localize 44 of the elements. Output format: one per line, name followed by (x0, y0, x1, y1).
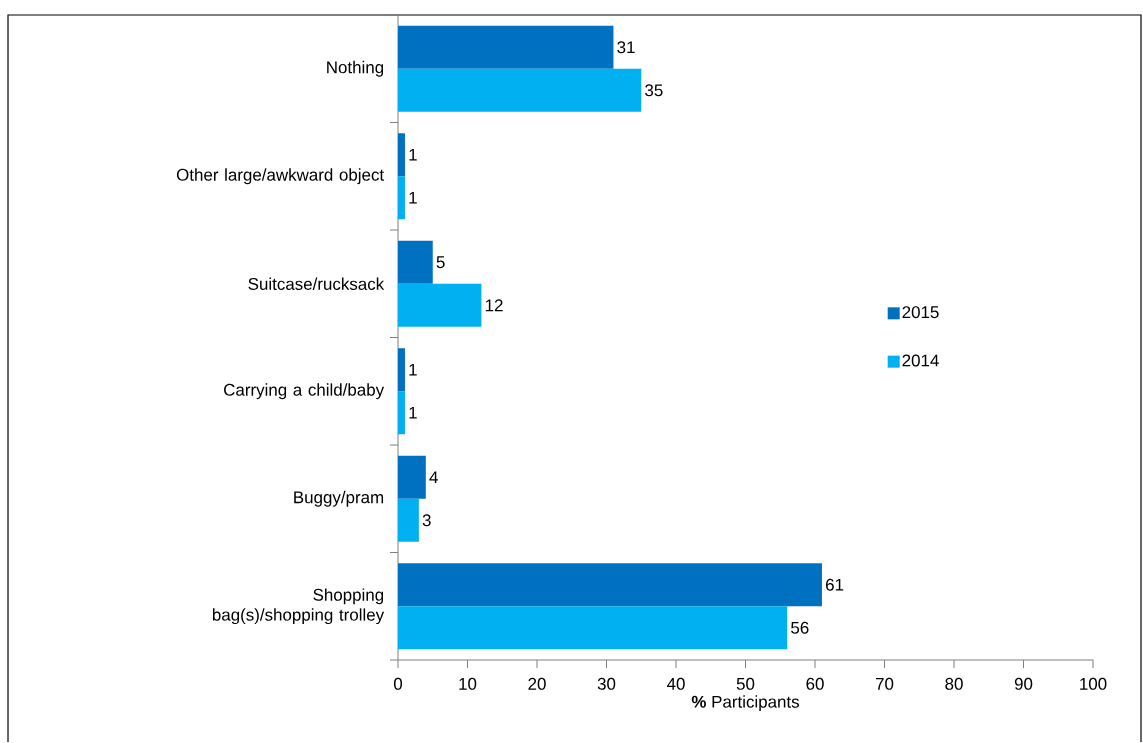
bar (398, 391, 405, 435)
x-tick-label: 80 (945, 678, 963, 691)
bar (398, 176, 405, 220)
bar (398, 498, 419, 542)
data-label: 1 (409, 407, 417, 419)
x-tick-label: 30 (597, 678, 616, 691)
legend-label: 2015 (902, 306, 939, 319)
x-tick-label: 10 (459, 678, 477, 691)
data-label: 31 (617, 41, 635, 54)
y-tick-label: Suitcase/rucksack (248, 277, 385, 291)
data-label: 5 (436, 256, 445, 269)
x-tick-label: 70 (875, 678, 894, 691)
bar (398, 283, 482, 327)
y-tick-label: Nothing (327, 61, 384, 77)
x-tick-label: 60 (806, 678, 824, 691)
x-tick-label: 100 (1080, 678, 1107, 691)
data-label: 3 (422, 514, 431, 527)
data-label: 12 (485, 299, 503, 312)
data-label: 1 (409, 149, 417, 161)
bar (398, 348, 405, 392)
x-tick-label: 20 (528, 678, 546, 691)
bar (398, 606, 788, 650)
data-label: 56 (791, 621, 809, 634)
y-tick-label: Buggy/pram (294, 491, 384, 507)
y-tick-label: Other large/awkward object (176, 168, 384, 185)
x-tick-label: 90 (1014, 678, 1033, 691)
data-label: 1 (409, 364, 417, 376)
bar (398, 68, 642, 112)
data-label: 35 (645, 84, 663, 97)
x-axis-title: % Participants (691, 695, 800, 712)
data-label: 4 (429, 471, 438, 484)
bar (398, 133, 405, 177)
data-label: 1 (409, 192, 417, 204)
bar (398, 25, 614, 69)
y-tick-label: Shopping bag(s)/shopping trolley (212, 588, 385, 625)
x-tick-label: 50 (736, 678, 755, 691)
x-tick-label: 0 (393, 678, 403, 691)
bar (398, 455, 426, 499)
y-tick-label: Carrying a child/baby (224, 383, 385, 400)
legend-label: 2014 (902, 354, 939, 367)
x-tick-label: 40 (666, 678, 685, 691)
bar (398, 240, 433, 284)
bar (398, 563, 822, 607)
data-label: 61 (826, 578, 844, 591)
